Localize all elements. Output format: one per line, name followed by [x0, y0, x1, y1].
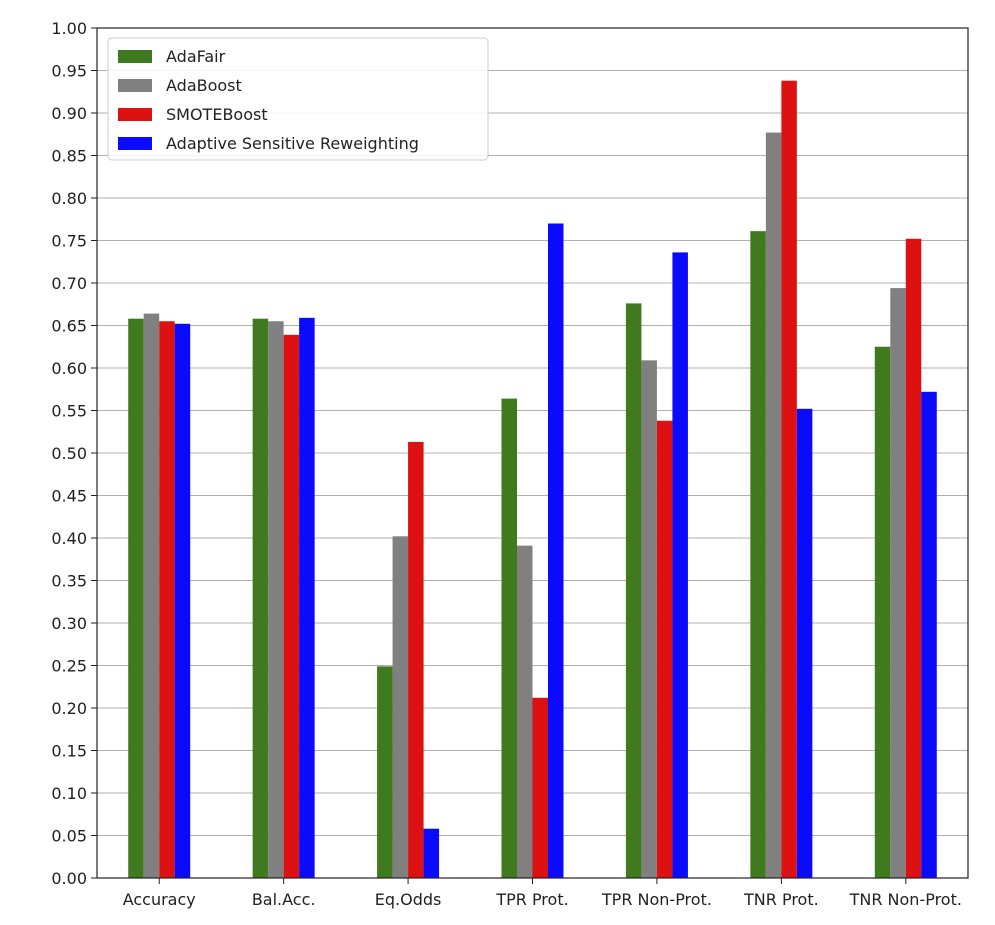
y-tick-label: 0.05 [51, 827, 87, 846]
y-tick-label: 0.45 [51, 487, 87, 506]
y-tick-label: 0.35 [51, 572, 87, 591]
bar-adaboost-eq-odds [392, 536, 409, 878]
y-tick-label: 0.40 [51, 529, 87, 548]
bar-adaboost-tpr-prot- [517, 545, 533, 878]
x-tick-label: Eq.Odds [375, 890, 442, 909]
bar-adaptive-sensitive-reweighting-tnr-non-prot- [921, 391, 937, 878]
x-tick-label: Bal.Acc. [252, 890, 316, 909]
y-tick-label: 0.80 [51, 189, 87, 208]
bar-adafair-eq-odds [377, 666, 393, 878]
bar-adaptive-sensitive-reweighting-eq-odds [423, 828, 440, 878]
bar-adafair-tnr-non-prot- [874, 346, 891, 878]
legend-swatch [118, 79, 152, 92]
y-tick-label: 0.00 [51, 869, 87, 888]
bar-smoteboost-accuracy [159, 321, 175, 878]
bar-adafair-accuracy [128, 318, 144, 878]
x-tick-label: TPR Non-Prot. [601, 890, 712, 909]
x-tick-label: TNR Prot. [743, 890, 819, 909]
bar-adafair-tnr-prot- [750, 231, 766, 878]
y-tick-label: 0.15 [51, 742, 87, 761]
bar-adafair-bal-acc- [252, 318, 269, 878]
y-tick-label: 0.25 [51, 657, 87, 676]
bar-adaboost-tnr-non-prot- [890, 288, 906, 879]
x-tick-label: TNR Non-Prot. [849, 890, 962, 909]
bar-adafair-tpr-prot- [501, 398, 517, 878]
bar-adaptive-sensitive-reweighting-bal-acc- [299, 317, 315, 879]
legend: AdaFair AdaBoost SMOTEBoost Adaptive Sensit… [107, 37, 489, 161]
bar-smoteboost-eq-odds [408, 441, 424, 878]
grid-lines [97, 27, 968, 879]
y-tick-label: 0.95 [51, 62, 87, 81]
y-tick-label: 0.65 [51, 317, 87, 336]
bar-adaptive-sensitive-reweighting-tpr-prot- [548, 223, 564, 878]
bar-smoteboost-tnr-prot- [781, 80, 797, 878]
bars [128, 80, 937, 879]
bar-smoteboost-tpr-prot- [532, 697, 548, 878]
bar-adaboost-bal-acc- [268, 321, 284, 878]
legend-box [107, 37, 489, 161]
bar-adaptive-sensitive-reweighting-tpr-non-prot- [672, 252, 688, 878]
y-tick-label: 0.60 [51, 359, 87, 378]
legend-label: AdaBoost [166, 76, 242, 95]
bar-adaptive-sensitive-reweighting-tnr-prot- [796, 408, 813, 878]
bar-adafair-tpr-non-prot- [625, 303, 642, 878]
bar-smoteboost-tpr-non-prot- [656, 420, 673, 878]
bar-adaboost-accuracy [143, 313, 160, 879]
y-tick-label: 0.90 [51, 104, 87, 123]
bar-smoteboost-bal-acc- [283, 334, 300, 879]
bar-adaboost-tnr-prot- [765, 132, 782, 879]
y-tick-label: 0.50 [51, 444, 87, 463]
bar-smoteboost-tnr-non-prot- [905, 238, 922, 879]
y-tick-label: 0.75 [51, 232, 87, 251]
y-tick-label: 0.20 [51, 699, 87, 718]
legend-label: SMOTEBoost [166, 105, 268, 124]
bar-adaptive-sensitive-reweighting-accuracy [174, 323, 191, 878]
y-axis-ticks: 0.00 0.05 0.10 0.15 0.20 0.25 0.30 0.35 0.40 0.45… [51, 19, 97, 888]
legend-swatch [118, 137, 152, 150]
x-axis-ticks: Accuracy Bal.Acc. Eq.Odds TPR Prot. TPR Non-… [123, 878, 962, 909]
legend-label: Adaptive Sensitive Reweighting [166, 134, 419, 153]
legend-swatch [118, 108, 152, 121]
y-tick-label: 1.00 [51, 19, 87, 38]
x-tick-label: TPR Prot. [495, 890, 568, 909]
legend-label: AdaFair [166, 47, 226, 66]
y-tick-label: 0.70 [51, 274, 87, 293]
y-tick-label: 0.55 [51, 402, 87, 421]
y-tick-label: 0.30 [51, 614, 87, 633]
y-tick-label: 0.85 [51, 147, 87, 166]
bar-adaboost-tpr-non-prot- [641, 360, 657, 879]
x-tick-label: Accuracy [123, 890, 196, 909]
y-tick-label: 0.10 [51, 784, 87, 803]
legend-swatch [118, 50, 152, 63]
